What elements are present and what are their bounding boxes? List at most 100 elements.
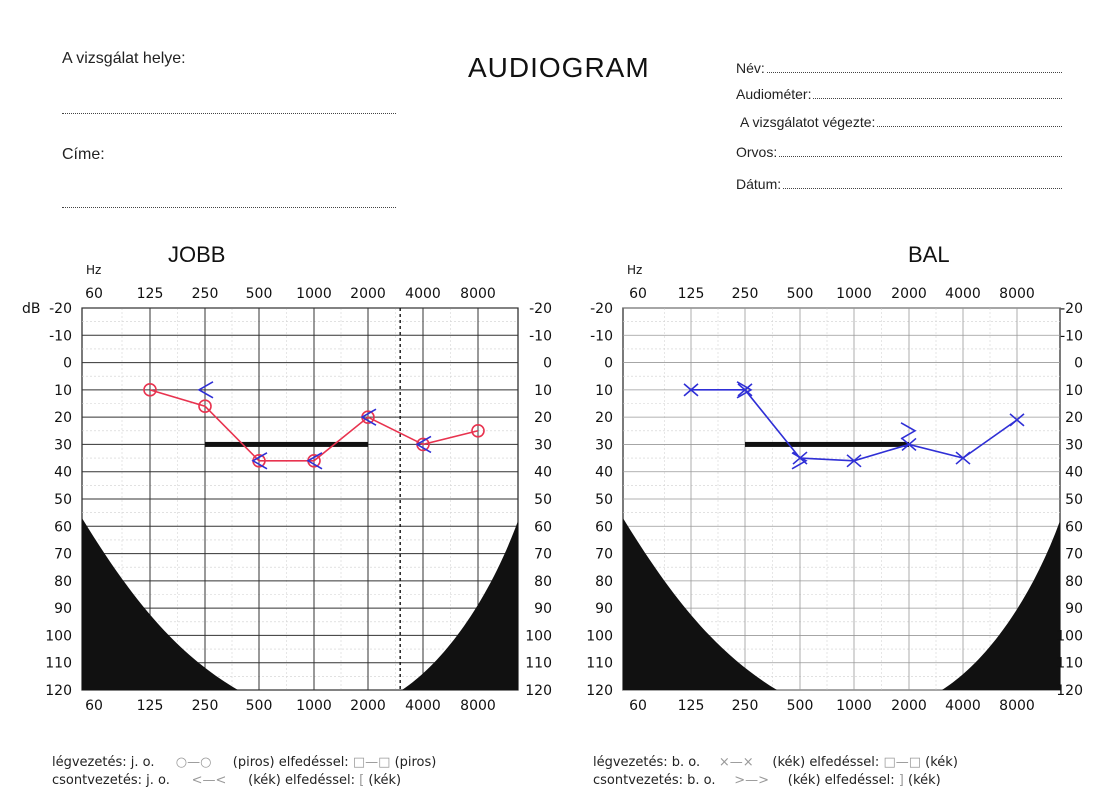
x-tick-label-bottom: 60 — [85, 698, 103, 714]
circle-line-symbol-icon: ○—○ — [175, 755, 212, 770]
x-tick-label-bottom: 125 — [137, 698, 164, 714]
x-tick-label-top: 250 — [192, 286, 219, 302]
bracket-symbol-icon: ] — [898, 773, 904, 788]
legend-left-bone-row: csontvezetés: b. o. >—> (kék) elfedéssel… — [593, 773, 1088, 791]
legend-left-ear: légvezetés: b. o. ×—× (kék) elfedéssel: … — [593, 755, 1088, 791]
y-tick-label-left: 10 — [595, 383, 613, 399]
arrow-left-symbol-icon: <—< — [191, 773, 227, 788]
y-tick-label-right: 0 — [543, 356, 552, 372]
y-tick-label-left: -10 — [590, 328, 613, 344]
square-line-symbol-icon: □—□ — [352, 755, 391, 770]
x-tick-label-top: 250 — [732, 286, 759, 302]
bone-less-than-marker — [415, 435, 432, 454]
bone-greater-than-marker — [736, 381, 753, 399]
bone-less-than-marker — [251, 452, 268, 470]
cross-marker — [1009, 413, 1025, 427]
circle-marker — [198, 399, 212, 414]
bracket-symbol-icon: [ — [359, 773, 365, 788]
bone-greater-than-marker — [791, 452, 808, 470]
x-tick-label-bottom: 8000 — [999, 698, 1035, 714]
legend-left-air-row: légvezetés: b. o. ×—× (kék) elfedéssel: … — [593, 755, 1088, 773]
x-tick-label-bottom: 2000 — [350, 698, 386, 714]
bone-less-than-marker — [360, 408, 377, 426]
arrow-right-symbol-icon: >—> — [734, 773, 770, 788]
x-tick-label-top: 125 — [678, 286, 705, 302]
y-tick-label-right: 80 — [1065, 574, 1083, 590]
x-tick-label-top: 4000 — [945, 286, 981, 302]
masking-band — [745, 441, 909, 447]
legend-ear: b. o. — [671, 755, 701, 770]
y-tick-label-left: 40 — [595, 465, 613, 481]
y-tick-label-right: 100 — [1056, 628, 1083, 644]
cross-marker — [901, 437, 917, 452]
y-tick-label-left: 60 — [595, 519, 613, 535]
x-tick-label-top: 500 — [787, 286, 814, 302]
y-tick-label-left: -20 — [49, 301, 72, 317]
x-tick-label-bottom: 500 — [787, 698, 814, 714]
cross-marker — [846, 454, 862, 468]
y-tick-label-right: 20 — [1065, 410, 1083, 426]
y-tick-label-right: -20 — [1060, 301, 1083, 317]
legend-bone-ear: j. o. — [146, 773, 170, 788]
y-tick-label-left: 120 — [45, 683, 72, 699]
y-tick-label-left: 20 — [595, 410, 613, 426]
y-tick-label-left: 20 — [54, 410, 72, 426]
legend-mask-label: elfedéssel: — [809, 755, 880, 770]
date-label: Dátum: — [736, 176, 782, 192]
y-tick-label-left: 0 — [63, 356, 72, 372]
legend-color: (piros) — [232, 755, 275, 770]
cross-marker — [955, 451, 971, 465]
y-tick-label-left: 0 — [604, 356, 613, 372]
square-line-symbol-icon: □—□ — [883, 755, 922, 770]
y-tick-label-left: 70 — [54, 547, 72, 563]
y-tick-label-left: 100 — [45, 628, 72, 644]
x-tick-label-top: 60 — [85, 286, 103, 302]
y-tick-label-right: 40 — [534, 465, 552, 481]
x-tick-label-top: 60 — [629, 286, 647, 302]
y-tick-label-right: 40 — [1065, 465, 1083, 481]
x-tick-label-bottom: 8000 — [460, 698, 496, 714]
y-tick-label-right: 60 — [1065, 519, 1083, 535]
y-tick-label-right: 50 — [1065, 492, 1083, 508]
bone-less-than-marker — [197, 381, 214, 399]
legend-bone-color: (kék) — [248, 773, 281, 788]
x-tick-label-top: 4000 — [405, 286, 441, 302]
x-tick-label-top: 2000 — [891, 286, 927, 302]
cross-marker — [737, 383, 753, 397]
patient-info: Név: Audiométer: A vizsgálatot végezte: … — [736, 52, 1062, 192]
legend-bone-mask-label: elfedéssel: — [824, 773, 895, 788]
inaudible-region-right — [402, 520, 518, 690]
y-tick-label-left: 50 — [54, 492, 72, 508]
y-tick-label-left: 30 — [54, 437, 72, 453]
legend-mask-color: (piros) — [394, 755, 437, 770]
x-tick-label-bottom: 250 — [192, 698, 219, 714]
x-tick-label-top: 8000 — [999, 286, 1035, 302]
legend-bone-mask-color: (kék) — [368, 773, 402, 788]
hz-unit-label: Hz — [627, 263, 642, 277]
bone-greater-than-marker — [900, 422, 917, 440]
hz-unit-label: Hz — [86, 263, 101, 277]
legend-bone-ear: b. o. — [687, 773, 716, 788]
legend-bone-label: csontvezetés: — [593, 773, 683, 788]
legend-bone-mask-label: elfedéssel: — [285, 773, 356, 788]
examiner-label: A vizsgálatot végezte: — [740, 114, 876, 130]
right-ear-title: JOBB — [168, 242, 226, 267]
y-tick-label-right: 90 — [1065, 601, 1083, 617]
cross-line-symbol-icon: ×—× — [718, 755, 754, 770]
x-tick-label-bottom: 1000 — [296, 698, 332, 714]
left-ear-audiogram: 6060125125250250500500100010002000200040… — [586, 263, 1083, 714]
x-tick-label-bottom: 2000 — [891, 698, 927, 714]
y-tick-label-left: 90 — [54, 601, 72, 617]
y-tick-label-left: -10 — [49, 328, 72, 344]
left-ear-title: BAL — [908, 242, 950, 267]
legend-bone-mask-color: (kék) — [908, 773, 941, 788]
legend-right-ear: légvezetés: j. o. ○—○ (piros) elfedéssel… — [52, 755, 572, 791]
x-tick-label-top: 8000 — [460, 286, 496, 302]
date-field: Dátum: — [736, 160, 1062, 192]
circle-marker — [471, 423, 485, 438]
x-tick-label-bottom: 1000 — [836, 698, 872, 714]
legend-color: (kék) — [772, 755, 806, 770]
place-label: A vizsgálat helye: — [62, 50, 186, 67]
y-tick-label-left: 60 — [54, 519, 72, 535]
legend-air-label: légvezetés: — [52, 755, 127, 770]
